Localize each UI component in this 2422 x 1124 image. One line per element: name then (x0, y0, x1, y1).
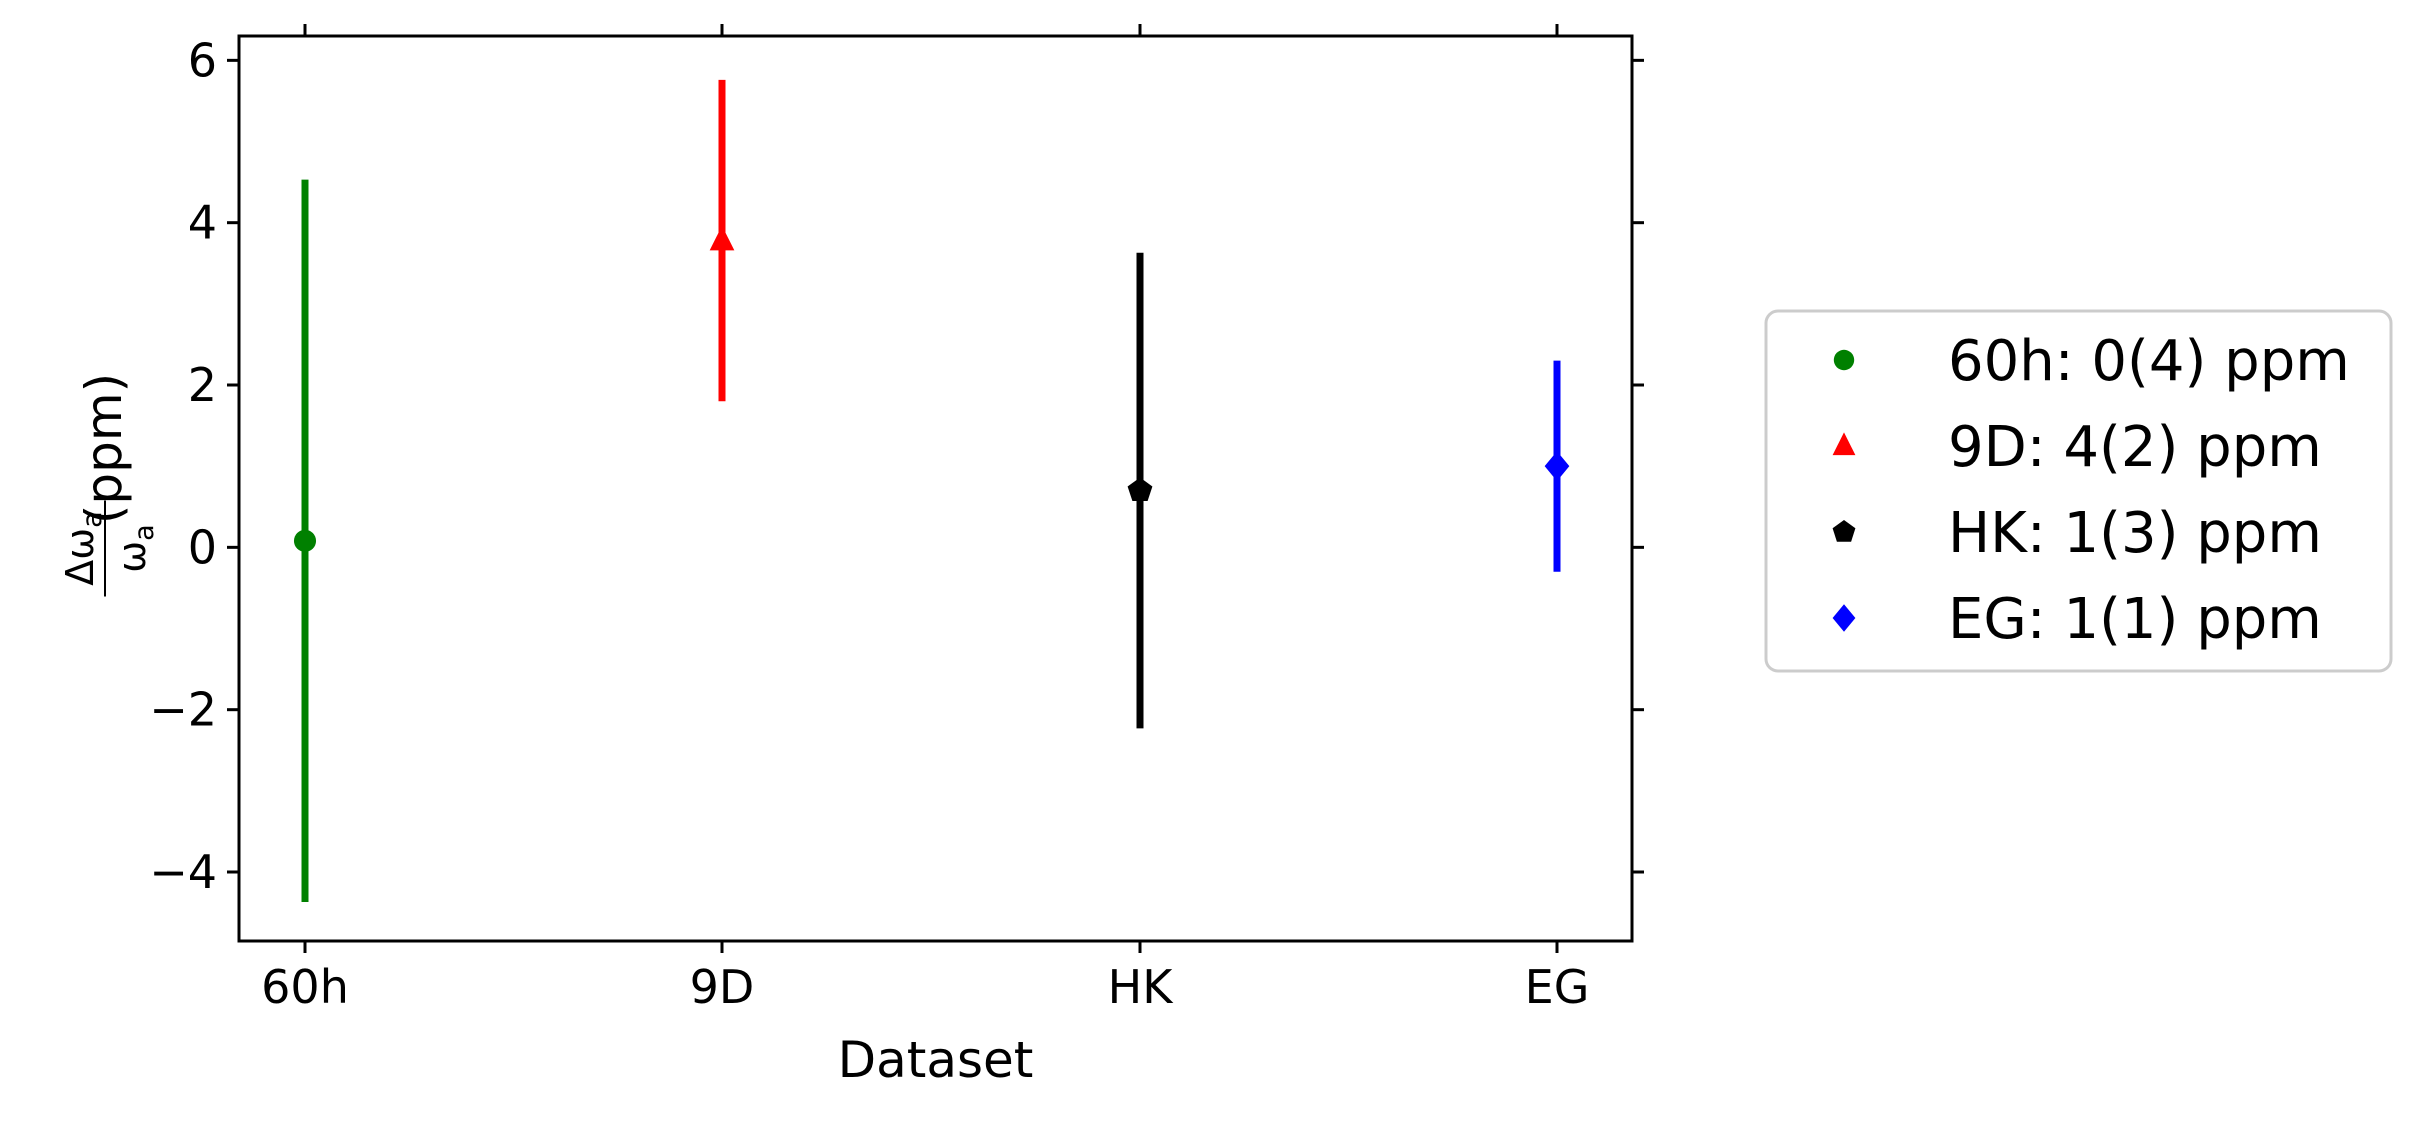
legend-label-eg: EG: 1(1) ppm (1948, 587, 2322, 652)
y-tick-label: −2 (149, 683, 217, 737)
y-axis: −4 −2 0 2 4 6 (149, 33, 1644, 899)
plot-frame (237, 34, 1634, 943)
y-tick-label: 0 (188, 520, 217, 574)
y-axis-label: Δωa ωa (ppm) (58, 373, 160, 597)
legend-marker-hk (1832, 520, 1856, 542)
data-point-9d (709, 225, 735, 251)
legend-marker-60h (1833, 349, 1855, 371)
y-tick-label: 4 (188, 196, 217, 250)
data-point-hk (1127, 477, 1153, 501)
data-point-eg (1544, 451, 1570, 482)
legend-entries: 60h: 0(4) ppm 9D: 4(2) ppm HK: 1(3) ppm EG:… (1832, 329, 2350, 652)
y-tick-label: 6 (188, 33, 217, 87)
x-axis-label: Dataset (838, 1031, 1034, 1089)
y-tick-label: 2 (188, 358, 217, 412)
legend-label-60h: 60h: 0(4) ppm (1948, 329, 2350, 394)
svg-text:ωa: ωa (110, 524, 160, 572)
legend-label-hk: HK: 1(3) ppm (1948, 501, 2322, 566)
plot-area (293, 79, 1570, 903)
svg-text:Δωa: Δωa (58, 511, 108, 585)
x-axis: 60h 9D HK EG (261, 24, 1589, 1014)
legend-marker-9d (1832, 432, 1856, 456)
y-tick-label: −4 (149, 845, 217, 899)
x-tick-label: EG (1525, 960, 1590, 1014)
x-tick-label: 60h (261, 960, 349, 1014)
y-label-numerator: Δω (58, 528, 102, 586)
x-tick-label: HK (1108, 960, 1175, 1014)
x-tick-label: 9D (690, 960, 755, 1014)
y-label-unit: (ppm) (75, 373, 133, 524)
y-label-denominator: ω (110, 541, 154, 573)
legend-marker-eg (1832, 604, 1856, 632)
data-point-60h (293, 529, 317, 552)
y-label-denominator-subscript: a (129, 524, 160, 541)
legend-frame (1764, 309, 2393, 673)
legend-label-9d: 9D: 4(2) ppm (1948, 415, 2322, 480)
y-label-numerator-subscript: a (77, 511, 108, 528)
legend: 60h: 0(4) ppm 9D: 4(2) ppm HK: 1(3) ppm EG:… (1764, 309, 2393, 673)
